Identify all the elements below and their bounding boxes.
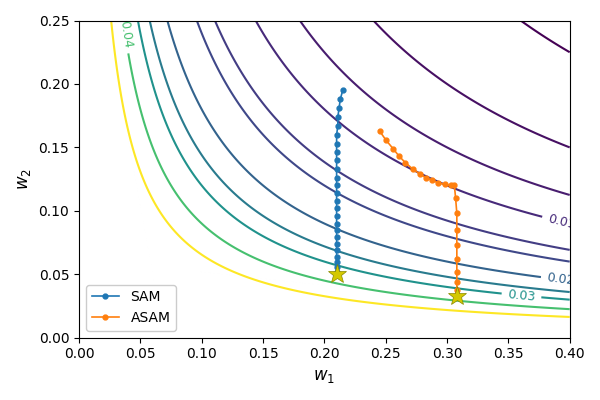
SAM bbox=[333, 166, 340, 171]
SAM bbox=[333, 228, 340, 232]
Line: ASAM: ASAM bbox=[377, 128, 459, 300]
Line: SAM: SAM bbox=[334, 88, 345, 277]
SAM bbox=[333, 150, 340, 155]
SAM bbox=[333, 191, 340, 196]
Text: 0.03: 0.03 bbox=[507, 288, 536, 303]
SAM bbox=[333, 248, 340, 252]
ASAM bbox=[389, 146, 397, 151]
ASAM bbox=[453, 294, 460, 298]
SAM bbox=[333, 221, 340, 226]
ASAM bbox=[435, 180, 442, 185]
Y-axis label: $w_2$: $w_2$ bbox=[15, 168, 33, 190]
Text: 0.01: 0.01 bbox=[547, 212, 577, 231]
ASAM bbox=[441, 182, 448, 186]
ASAM bbox=[451, 183, 458, 188]
ASAM bbox=[422, 176, 430, 180]
SAM bbox=[333, 183, 340, 188]
ASAM bbox=[453, 243, 460, 248]
SAM bbox=[333, 259, 340, 264]
ASAM bbox=[395, 154, 403, 159]
ASAM bbox=[382, 137, 389, 142]
SAM bbox=[333, 272, 340, 277]
ASAM bbox=[447, 183, 454, 188]
X-axis label: $w_1$: $w_1$ bbox=[313, 367, 335, 385]
SAM bbox=[339, 88, 346, 93]
Legend: SAM, ASAM: SAM, ASAM bbox=[86, 285, 176, 331]
SAM bbox=[337, 97, 344, 102]
ASAM bbox=[429, 178, 436, 183]
SAM bbox=[333, 235, 340, 240]
ASAM bbox=[453, 211, 460, 216]
ASAM bbox=[453, 292, 460, 297]
SAM bbox=[334, 124, 341, 128]
ASAM bbox=[376, 128, 383, 133]
SAM bbox=[333, 141, 340, 146]
SAM bbox=[333, 242, 340, 246]
ASAM bbox=[409, 166, 416, 171]
Text: 0.04: 0.04 bbox=[117, 20, 134, 49]
SAM bbox=[333, 214, 340, 218]
SAM bbox=[333, 272, 340, 277]
SAM bbox=[333, 158, 340, 162]
ASAM bbox=[453, 287, 460, 292]
ASAM bbox=[453, 228, 460, 232]
SAM bbox=[333, 272, 340, 277]
SAM bbox=[333, 272, 340, 277]
ASAM bbox=[453, 280, 460, 284]
ASAM bbox=[452, 196, 459, 200]
SAM bbox=[333, 269, 340, 274]
ASAM bbox=[453, 257, 460, 262]
SAM bbox=[333, 206, 340, 211]
ASAM bbox=[416, 172, 424, 176]
ASAM bbox=[453, 294, 460, 298]
SAM bbox=[335, 106, 343, 110]
Text: 0.02: 0.02 bbox=[546, 271, 575, 288]
SAM bbox=[333, 254, 340, 259]
ASAM bbox=[402, 160, 409, 165]
SAM bbox=[333, 176, 340, 180]
ASAM bbox=[453, 295, 460, 300]
SAM bbox=[333, 264, 340, 269]
SAM bbox=[333, 132, 340, 137]
SAM bbox=[334, 114, 341, 119]
SAM bbox=[333, 272, 340, 277]
ASAM bbox=[453, 269, 460, 274]
SAM bbox=[333, 198, 340, 203]
